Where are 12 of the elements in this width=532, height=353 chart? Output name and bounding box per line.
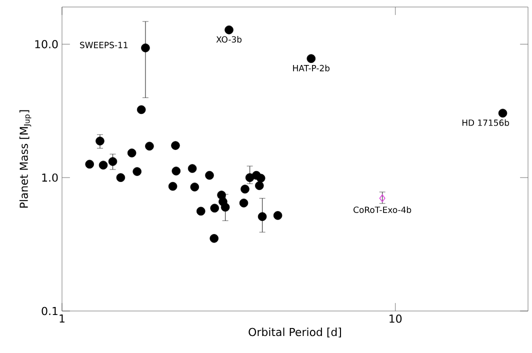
annotation: HAT-P-2b	[293, 64, 330, 72]
x-tick-label: 10	[390, 314, 402, 323]
y-tick-label: 10.0	[35, 40, 58, 48]
annotation: SWEEPS-11	[80, 42, 128, 48]
x-axis-title: Orbital Period [d]	[248, 328, 341, 338]
x-tick-label: 1	[60, 314, 64, 323]
annotation: HD 17156b	[462, 119, 510, 126]
y-tick-label: 0.1	[42, 306, 58, 316]
annotation: XO-3b	[216, 36, 242, 43]
y-axis-title: Planet Mass [M$_{Jup}$]	[19, 110, 32, 208]
y-tick-label: 1.0	[42, 173, 58, 182]
annotation: CoRoT-Exo-4b	[354, 206, 412, 213]
